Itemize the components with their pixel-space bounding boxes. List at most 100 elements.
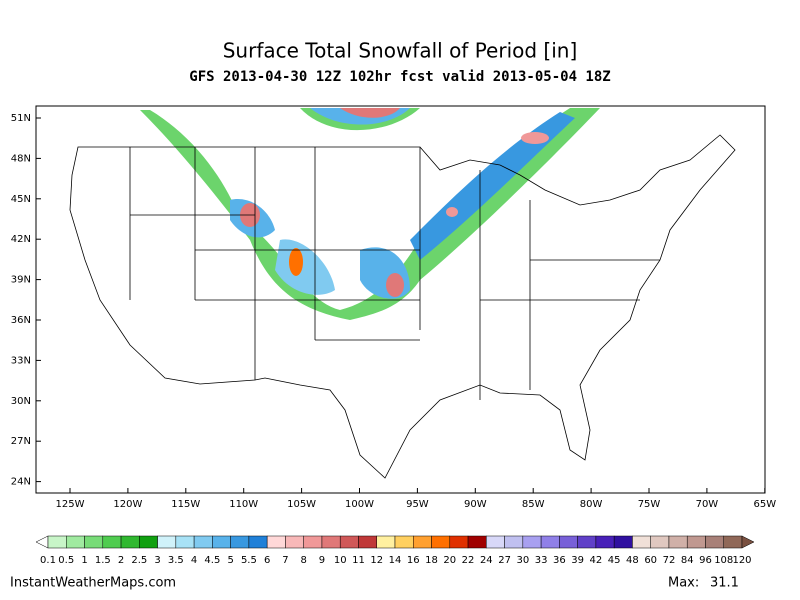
colorbar-box	[266, 535, 286, 549]
colorbar-label: 1	[81, 555, 87, 566]
title: Surface Total Snowfall of Period [in]	[223, 39, 578, 63]
lat-label: 51N	[11, 113, 31, 124]
lon-label: 120W	[113, 499, 142, 510]
colorbar-label: 7	[282, 555, 288, 566]
colorbar-label: 1.5	[95, 555, 111, 566]
colorbar-label: 3.5	[168, 555, 184, 566]
colorbar-over	[741, 535, 755, 549]
colorbar-box	[66, 535, 85, 549]
colorbar-box	[358, 535, 377, 549]
state-lines	[129, 147, 660, 400]
colorbar-box	[577, 535, 597, 549]
colorbar-label: 72	[663, 555, 676, 566]
colorbar-label: 10	[334, 555, 347, 566]
colorbar-box	[248, 535, 268, 549]
colorbar-label: 39	[571, 555, 584, 566]
colorbar-label: 42	[590, 555, 603, 566]
colorbar-label: 24	[480, 555, 493, 566]
colorbar-label: 30	[516, 555, 529, 566]
colorbar-box	[686, 535, 706, 549]
colorbar: 0.1 0.5 1 1.5 2 2.5 3 3.5 4 4.5 5 5.5 6 7 8 9 10 11 12 14 16…	[35, 535, 755, 566]
colorbar-label: 14	[389, 555, 402, 566]
us-outline	[69, 134, 736, 479]
colorbar-box	[668, 535, 688, 549]
colorbar-label: 120	[732, 555, 751, 566]
colorbar-box	[540, 535, 560, 549]
colorbar-label: 12	[370, 555, 383, 566]
colorbar-box	[47, 535, 67, 549]
lat-label: 27N	[11, 436, 31, 447]
colorbar-box	[175, 535, 195, 549]
colorbar-label: 36	[553, 555, 566, 566]
colorbar-box	[394, 535, 414, 549]
lon-label: 115W	[171, 499, 200, 510]
colorbar-label: 108	[714, 555, 733, 566]
footer-site: InstantWeatherMaps.com	[10, 576, 176, 591]
colorbar-label: 60	[644, 555, 657, 566]
colorbar-label: 3	[154, 555, 160, 566]
colorbar-label: 2.5	[131, 555, 147, 566]
lon-label: 100W	[345, 499, 374, 510]
colorbar-box	[522, 535, 542, 549]
colorbar-box	[431, 535, 451, 549]
lat-label: 24N	[11, 477, 31, 488]
colorbar-label: 33	[535, 555, 548, 566]
colorbar-label: 9	[319, 555, 325, 566]
colorbar-box	[705, 535, 724, 549]
colorbar-box	[723, 535, 743, 549]
max-label: Max:	[668, 576, 699, 591]
colorbar-box	[102, 535, 122, 549]
lat-label: 39N	[11, 275, 31, 286]
colorbar-box	[559, 535, 578, 549]
lat-label: 45N	[11, 194, 31, 205]
colorbar-label: 45	[608, 555, 621, 566]
lon-label: 95W	[406, 499, 429, 510]
colorbar-label: 20	[443, 555, 456, 566]
colorbar-label: 22	[462, 555, 475, 566]
colorbar-box	[413, 535, 432, 549]
colorbar-label: 0.1	[40, 555, 56, 566]
max-value: 31.1	[710, 576, 739, 591]
lat-label: 36N	[11, 315, 31, 326]
lon-label: 90W	[464, 499, 487, 510]
lon-label: 125W	[56, 499, 85, 510]
colorbar-label: 4.5	[204, 555, 220, 566]
lon-label: 105W	[287, 499, 316, 510]
colorbar-box	[486, 535, 505, 549]
lon-label: 65W	[753, 499, 776, 510]
colorbar-box	[321, 535, 341, 549]
colorbar-box	[376, 535, 396, 549]
colorbar-box	[449, 535, 469, 549]
lon-label: 85W	[522, 499, 545, 510]
lon-label: 80W	[580, 499, 603, 510]
lon-label: 70W	[696, 499, 719, 510]
colorbar-label: 96	[699, 555, 712, 566]
colorbar-box	[193, 535, 213, 549]
lat-label: 42N	[11, 234, 31, 245]
colorbar-label: 16	[407, 555, 420, 566]
lat-label: 33N	[11, 355, 31, 366]
map: 51N 48N 45N 42N 39N 36N 33N 30N 27N 24N 125W 120W 11…	[11, 105, 776, 510]
lon-label: 75W	[638, 499, 661, 510]
colorbar-box	[285, 535, 304, 549]
colorbar-box	[120, 535, 140, 549]
colorbar-label: 5.5	[241, 555, 257, 566]
colorbar-box	[595, 535, 615, 549]
colorbar-box	[230, 535, 250, 549]
lat-label: 30N	[11, 396, 31, 407]
subtitle: GFS 2013-04-30 12Z 102hr fcst valid 2013…	[189, 69, 610, 85]
colorbar-label: 6	[264, 555, 270, 566]
colorbar-box	[84, 535, 104, 549]
colorbar-label: 18	[425, 555, 438, 566]
colorbar-box	[157, 535, 177, 549]
colorbar-label: 48	[626, 555, 639, 566]
colorbar-label: 4	[191, 555, 197, 566]
colorbar-box	[467, 535, 487, 549]
lat-label: 48N	[11, 153, 31, 164]
colorbar-box	[504, 535, 524, 549]
colorbar-box	[339, 535, 359, 549]
lon-label: 110W	[229, 499, 258, 510]
colorbar-box	[650, 535, 670, 549]
colorbar-box	[303, 535, 323, 549]
